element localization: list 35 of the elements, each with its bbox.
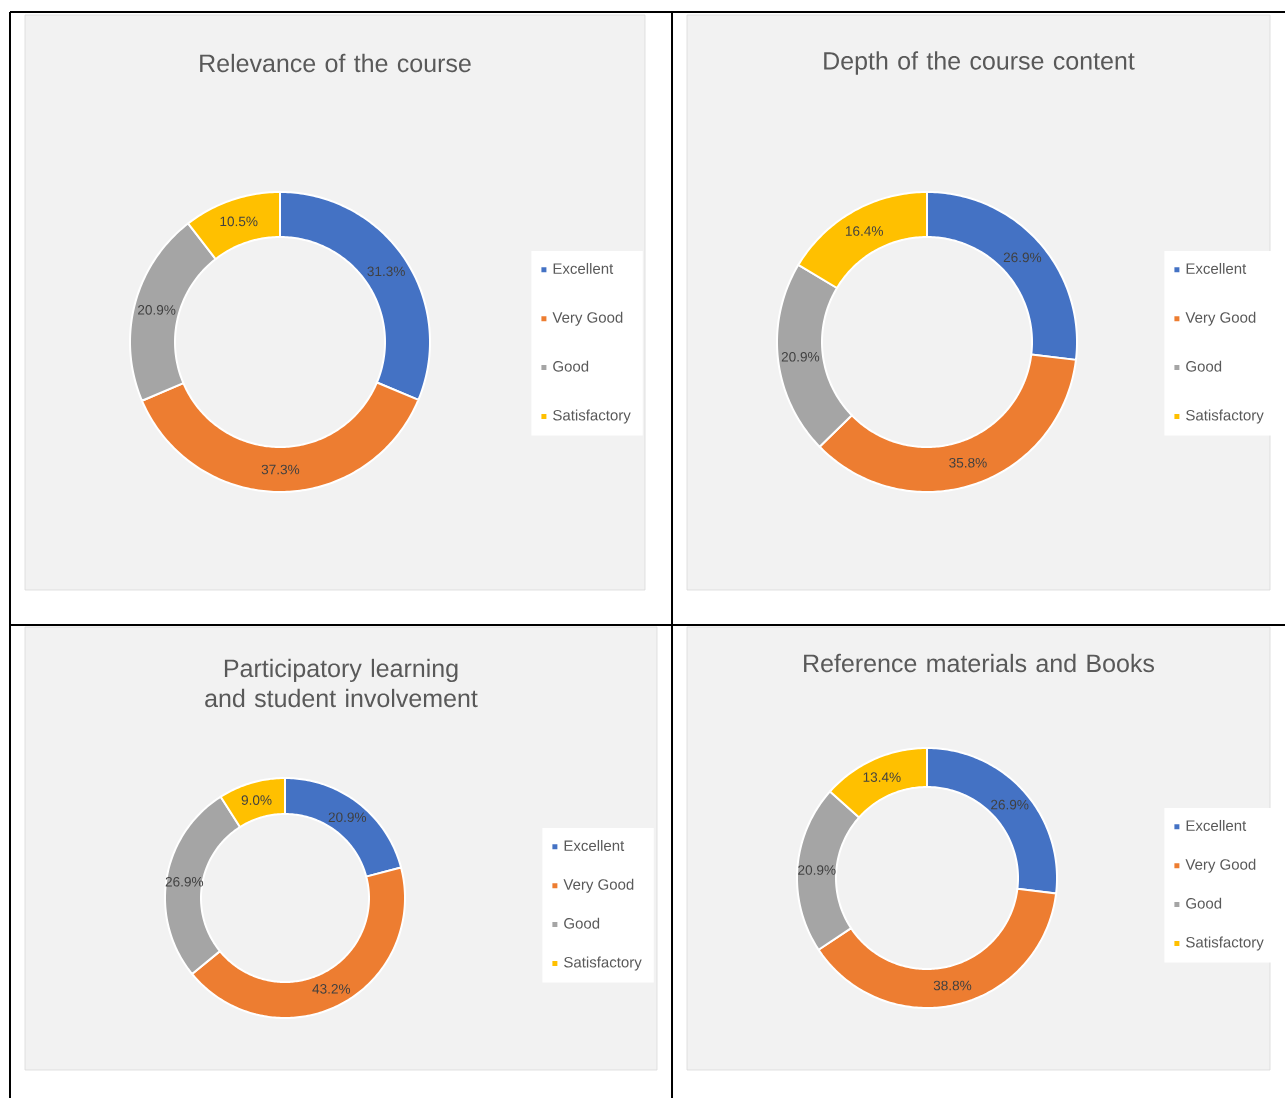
chart-title: Reference materials and Books [804,653,1155,673]
data-label: 20.9% [138,305,176,315]
chart-title: Depth of the course content [824,51,1135,75]
data-label: 31.3% [367,266,405,277]
chart-title: Relevance of the course [200,53,471,73]
legend-label: Very Good [563,878,634,893]
legend-label: Excellent [564,839,625,851]
data-label: 10.5% [220,216,258,227]
legend-label: Good [564,917,600,929]
data-label: 9.0% [241,795,272,805]
legend-label: Very Good [552,311,623,326]
data-label: 35.8% [949,457,987,468]
chart-title: Participatory learning and student involvement [205,658,478,708]
legend-label: Satisfactory [1186,936,1264,951]
legend-label: Good [1186,360,1222,372]
legend-label: Excellent [553,262,614,274]
data-label: 20.9% [798,865,836,875]
legend-label: Very Good [1185,311,1256,326]
legend-label: Very Good [1185,858,1256,873]
data-label: 43.2% [312,984,351,994]
legend-label: Excellent [1186,262,1247,274]
data-label: 20.9% [781,351,820,362]
legend-label: Good [1186,897,1222,909]
data-label: 26.9% [991,799,1029,810]
legend-label: Satisfactory [1186,409,1264,424]
legend-label: Satisfactory [564,956,642,971]
data-label: 16.4% [845,226,883,236]
legend-label: Excellent [1186,819,1247,831]
legend-label: Good [553,360,589,372]
data-label: 38.8% [933,980,972,991]
data-label: 13.4% [863,772,901,782]
legend-label: Satisfactory [553,409,631,424]
data-label: 20.9% [328,812,367,823]
data-label: 37.3% [261,464,300,475]
data-label: 26.9% [1003,252,1042,263]
